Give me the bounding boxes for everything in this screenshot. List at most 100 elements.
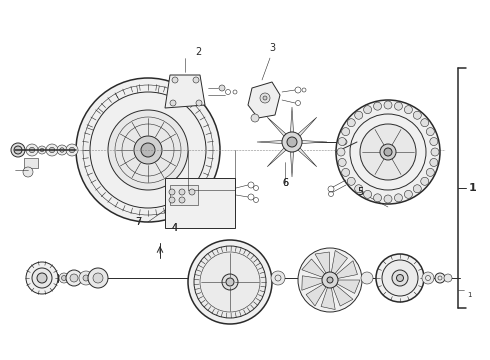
Circle shape	[49, 147, 55, 153]
Circle shape	[342, 127, 350, 136]
Circle shape	[189, 189, 195, 195]
Circle shape	[355, 185, 363, 193]
Circle shape	[413, 111, 421, 119]
Circle shape	[422, 272, 434, 284]
Circle shape	[62, 275, 67, 280]
Circle shape	[69, 147, 74, 153]
Circle shape	[337, 148, 345, 156]
Circle shape	[226, 278, 234, 286]
Bar	[170, 185, 198, 205]
Circle shape	[444, 274, 452, 282]
Bar	[24, 158, 38, 168]
Circle shape	[59, 273, 69, 283]
Circle shape	[38, 146, 46, 154]
Circle shape	[327, 277, 333, 283]
Circle shape	[413, 185, 421, 193]
Circle shape	[338, 138, 346, 145]
Text: 5: 5	[357, 187, 363, 197]
Polygon shape	[336, 261, 357, 278]
Circle shape	[141, 143, 155, 157]
Circle shape	[70, 274, 78, 282]
Circle shape	[435, 273, 445, 283]
Circle shape	[322, 272, 338, 288]
Circle shape	[355, 111, 363, 119]
Circle shape	[364, 190, 371, 198]
Polygon shape	[257, 140, 282, 144]
Text: 4: 4	[172, 223, 178, 233]
Circle shape	[430, 158, 438, 166]
Text: 1: 1	[469, 183, 477, 193]
Circle shape	[194, 246, 266, 318]
Circle shape	[37, 273, 47, 283]
Circle shape	[260, 93, 270, 103]
Circle shape	[271, 271, 285, 285]
Circle shape	[342, 168, 350, 176]
Circle shape	[79, 271, 93, 285]
Circle shape	[57, 145, 67, 155]
Circle shape	[384, 148, 392, 156]
Circle shape	[373, 194, 382, 202]
Circle shape	[32, 268, 52, 288]
Circle shape	[373, 102, 382, 110]
Circle shape	[364, 105, 371, 114]
Circle shape	[431, 148, 439, 156]
Circle shape	[40, 148, 44, 152]
Circle shape	[222, 274, 238, 290]
Circle shape	[196, 100, 202, 106]
Circle shape	[341, 139, 347, 145]
Circle shape	[83, 275, 89, 281]
Circle shape	[338, 158, 346, 166]
Circle shape	[93, 273, 103, 283]
Circle shape	[287, 137, 297, 147]
Circle shape	[361, 272, 373, 284]
Polygon shape	[302, 259, 325, 277]
Circle shape	[29, 147, 35, 153]
Circle shape	[219, 85, 225, 91]
Circle shape	[430, 138, 438, 145]
Polygon shape	[298, 117, 317, 136]
Circle shape	[251, 114, 259, 122]
Circle shape	[376, 254, 424, 302]
Polygon shape	[165, 75, 205, 108]
Polygon shape	[333, 285, 353, 306]
Circle shape	[396, 274, 403, 282]
Circle shape	[426, 168, 434, 176]
Circle shape	[170, 100, 176, 106]
Circle shape	[60, 148, 64, 152]
Polygon shape	[337, 280, 360, 293]
Polygon shape	[291, 107, 294, 132]
Circle shape	[11, 143, 25, 157]
Text: 6: 6	[282, 178, 288, 188]
Text: 5: 5	[357, 187, 363, 197]
Circle shape	[394, 102, 402, 110]
Circle shape	[380, 144, 396, 160]
Circle shape	[179, 189, 185, 195]
Circle shape	[179, 197, 185, 203]
Polygon shape	[331, 251, 347, 274]
Text: 7: 7	[135, 217, 141, 227]
Circle shape	[108, 110, 188, 190]
Circle shape	[134, 136, 162, 164]
Circle shape	[421, 119, 429, 127]
Circle shape	[66, 144, 78, 156]
Circle shape	[404, 105, 413, 114]
Polygon shape	[267, 148, 286, 167]
Circle shape	[14, 146, 22, 154]
Text: 6: 6	[282, 178, 288, 188]
Text: 1: 1	[467, 292, 471, 298]
Polygon shape	[298, 148, 317, 167]
Bar	[165, 178, 235, 228]
Circle shape	[169, 189, 175, 195]
Circle shape	[336, 100, 440, 204]
Circle shape	[382, 260, 418, 296]
Circle shape	[88, 268, 108, 288]
Circle shape	[26, 144, 38, 156]
Text: 4: 4	[172, 223, 178, 233]
Polygon shape	[306, 284, 326, 306]
Circle shape	[23, 167, 33, 177]
Polygon shape	[315, 252, 330, 273]
Polygon shape	[267, 117, 286, 136]
Circle shape	[426, 127, 434, 136]
Polygon shape	[302, 276, 322, 290]
Circle shape	[384, 195, 392, 203]
